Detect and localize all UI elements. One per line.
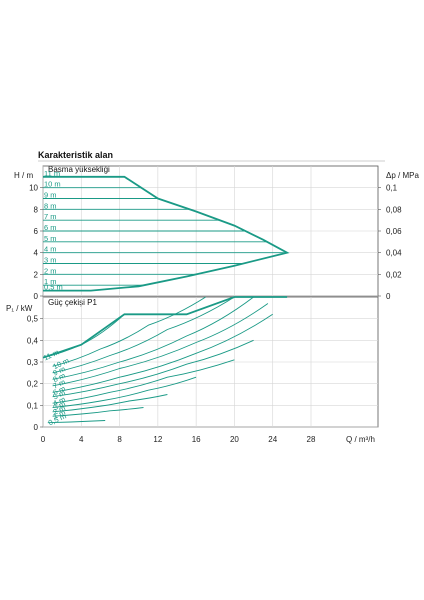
pressure-tick-label: 0,04 (386, 249, 402, 258)
x-tick-label: 16 (192, 435, 201, 444)
power-series-curve (52, 296, 206, 367)
head-tick-label: 10 (29, 184, 38, 193)
power-series-curve (52, 376, 197, 408)
head-tick-label: 2 (34, 270, 39, 279)
pressure-tick-label: 0,08 (386, 205, 402, 214)
power-series-curve (52, 303, 269, 387)
x-tick-label: 12 (153, 435, 162, 444)
power-series-curve (52, 359, 235, 404)
power-tick-label: 0,3 (27, 358, 39, 367)
x-tick-label: 28 (307, 435, 316, 444)
head-tick-label: 4 (34, 249, 39, 258)
x-tick-label: 4 (79, 435, 84, 444)
head-series-label: 7 m (44, 212, 57, 221)
head-panel: Basma yüksekliği H / m Δp / MPa 0 2 4 6 8 10 0… (14, 165, 419, 301)
head-axis-label: H / m (14, 171, 33, 180)
power-tick-label: 0,2 (27, 380, 39, 389)
pressure-axis-label: Δp / MPa (386, 171, 419, 180)
head-series-label: 10 m (44, 180, 61, 189)
power-tick-label: 0,5 (27, 315, 39, 324)
power-panel: Güç çekişi P1 P₁ / kW Q / m³/h 0 4 8 12 16 20… (6, 296, 379, 444)
pressure-tick-label: 0,02 (386, 270, 402, 279)
power-series-curve (52, 394, 168, 413)
power-tick-label: 0,1 (27, 401, 39, 410)
head-series-label: 8 m (44, 201, 57, 210)
power-series-curve (47, 420, 106, 424)
head-envelope-curve (43, 175, 290, 292)
head-tick-label: 8 (34, 205, 39, 214)
pressure-tick-label: 0,06 (386, 227, 402, 236)
pressure-tick-label: 0 (386, 292, 391, 301)
power-series-curve (52, 313, 273, 393)
x-tick-label: 0 (41, 435, 46, 444)
power-series-curve (52, 296, 235, 374)
power-tick-label: 0 (34, 423, 39, 432)
power-envelope-curve (42, 296, 288, 359)
head-series-label: 3 m (44, 256, 57, 265)
flow-axis-label: Q / m³/h (346, 435, 375, 444)
head-series-label: 6 m (44, 223, 57, 232)
power-series-curve (52, 407, 144, 417)
power-series-curve (52, 296, 254, 380)
x-tick-label: 8 (117, 435, 122, 444)
x-tick-label: 20 (230, 435, 239, 444)
chart-title: Karakteristik alan (38, 150, 113, 160)
x-tick-label: 24 (268, 435, 277, 444)
power-series-label: 0,5 m (47, 411, 68, 427)
power-panel-title: Güç çekişi P1 (48, 298, 97, 307)
head-tick-label: 6 (34, 227, 39, 236)
head-series-label: 0,5 m (44, 283, 63, 292)
head-series-label: 1 m (44, 277, 57, 286)
power-axis-label: P₁ / kW (6, 304, 33, 313)
head-series-label: 5 m (44, 234, 57, 243)
head-series-label: 9 m (44, 191, 57, 200)
head-series-label: 2 m (44, 266, 57, 275)
pressure-tick-label: 0,1 (386, 184, 398, 193)
head-series-label: 4 m (44, 245, 57, 254)
power-tick-label: 0,4 (27, 336, 39, 345)
head-series-label: 11 m (44, 169, 60, 178)
head-tick-label: 0 (34, 292, 39, 301)
power-series-curve (52, 339, 254, 398)
head-panel-title: Basma yüksekliği (48, 165, 110, 174)
